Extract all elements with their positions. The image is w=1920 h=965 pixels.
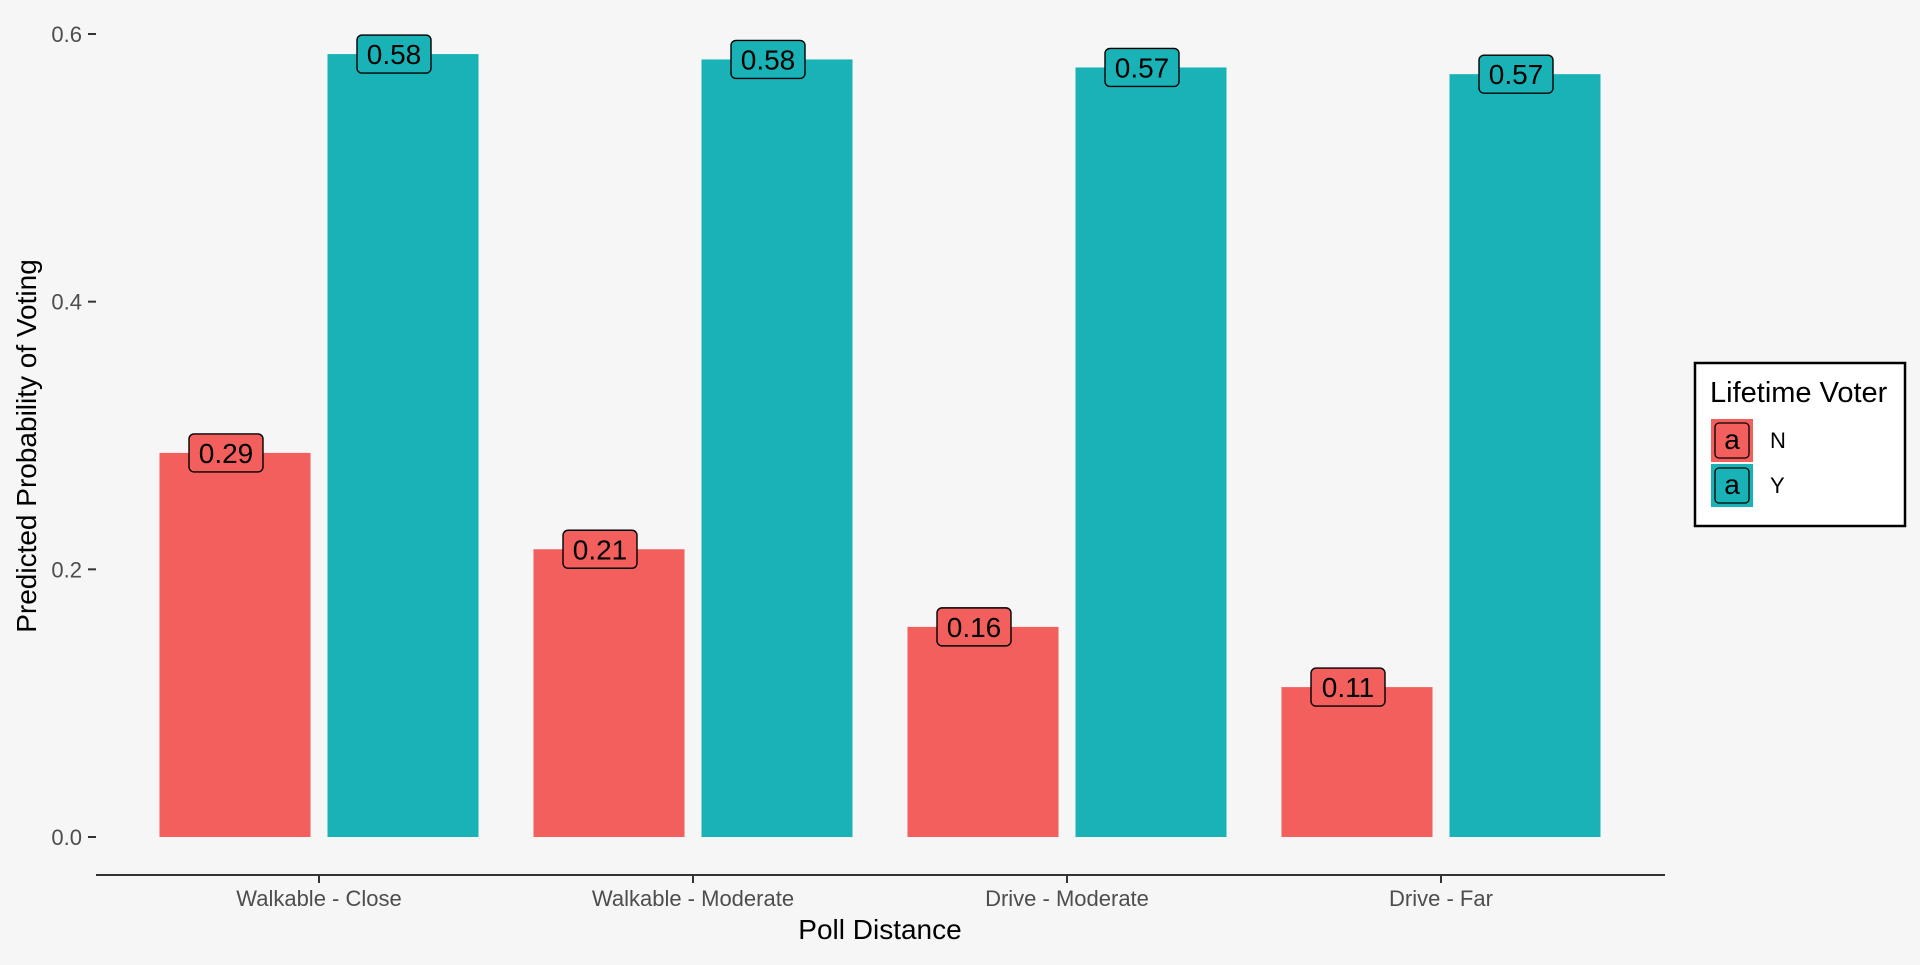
data-label-box — [356, 34, 432, 74]
bar-Y — [1075, 67, 1227, 838]
data-label: 0.57 — [1115, 52, 1170, 83]
bar-N — [533, 549, 685, 837]
y-axis: 0.0 0.2 0.4 0.6 — [51, 22, 96, 850]
x-axis-title: Poll Distance — [798, 914, 961, 945]
bar-Y — [327, 54, 479, 837]
y-tick-label: 0.2 — [51, 557, 82, 582]
bar-N — [907, 626, 1059, 837]
y-axis-title: Predicted Probability of Voting — [11, 259, 42, 633]
bar-N — [159, 452, 311, 837]
data-label-box — [1478, 54, 1554, 94]
y-tick-label: 0.6 — [51, 22, 82, 47]
y-tick-label: 0.0 — [51, 825, 82, 850]
data-label-box — [188, 433, 264, 473]
data-label-box — [936, 607, 1012, 647]
legend-key-glyph: a — [1724, 469, 1740, 500]
x-tick-label: Drive - Moderate — [985, 886, 1149, 911]
legend-items: a Na Y — [1711, 419, 1786, 507]
bar-Y — [701, 59, 853, 837]
legend-label-Y: Y — [1770, 473, 1785, 498]
bar-N — [1281, 687, 1433, 837]
data-label-box — [1310, 667, 1386, 707]
data-label-box — [562, 529, 638, 569]
data-label: 0.29 — [199, 438, 254, 469]
data-label-box — [730, 39, 806, 80]
x-tick-label: Drive - Far — [1389, 886, 1493, 911]
data-label: 0.11 — [1322, 672, 1374, 703]
x-tick-label: Walkable - Close — [236, 886, 401, 911]
legend-key-box — [1714, 422, 1750, 459]
legend-title: Lifetime Voter — [1710, 377, 1888, 409]
bars — [159, 54, 1601, 838]
x-axis: Walkable - Close Walkable - Moderate Drive… — [96, 874, 1665, 911]
legend-label-N: N — [1770, 428, 1786, 453]
data-label-box — [1104, 47, 1180, 88]
data-label: 0.57 — [1489, 59, 1544, 90]
data-label: 0.58 — [741, 44, 796, 75]
legend: Lifetime Voter a Na Y — [1693, 361, 1907, 528]
x-tick-label: Walkable - Moderate — [592, 886, 794, 911]
legend-key-glyph: a — [1724, 424, 1740, 455]
data-labels: 0.29 0.21 0.16 0.11 0.58 0.58 0.57 0.57 — [188, 34, 1554, 707]
y-tick-label: 0.4 — [51, 290, 82, 315]
legend-key-box — [1714, 467, 1750, 504]
bar-Y — [1449, 74, 1601, 837]
data-label: 0.16 — [947, 612, 1002, 643]
data-label: 0.21 — [573, 534, 628, 565]
data-label: 0.58 — [367, 39, 422, 70]
